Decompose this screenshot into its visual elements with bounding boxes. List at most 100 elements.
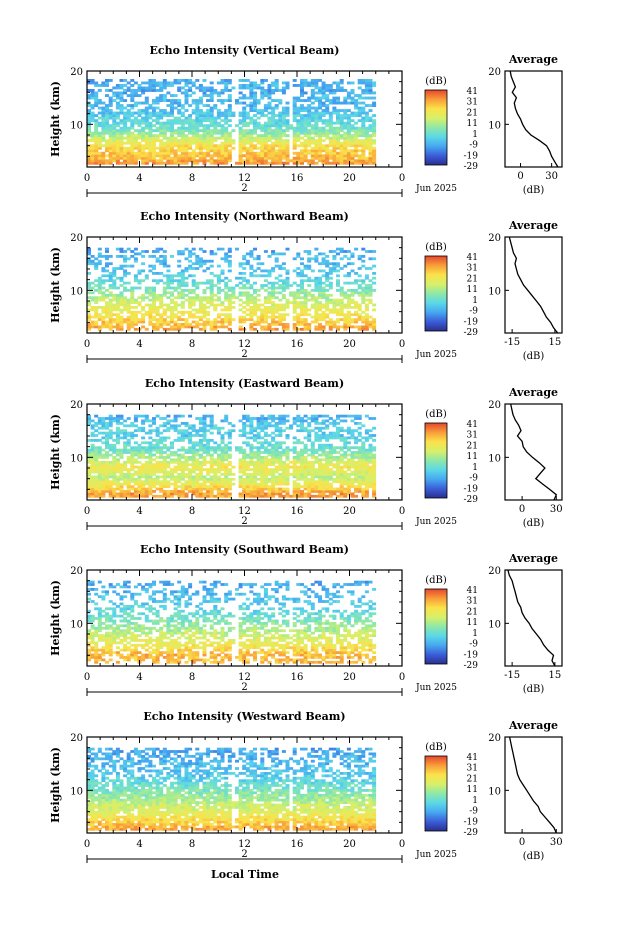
heatmap-cell xyxy=(224,318,229,321)
heatmap-cell xyxy=(115,124,120,128)
heatmap-cell xyxy=(314,134,319,138)
heatmap-cell xyxy=(130,291,135,295)
heatmap-cell xyxy=(155,81,160,85)
heatmap-cell xyxy=(209,298,214,302)
colorbar-tick-label: 1 xyxy=(472,296,478,306)
heatmap-cell xyxy=(242,131,247,135)
heatmap-cell xyxy=(130,431,135,435)
heatmap-cell xyxy=(267,293,272,297)
heatmap-cell xyxy=(346,303,351,307)
heatmap-cell xyxy=(101,279,106,283)
heatmap-cell xyxy=(112,446,117,450)
heatmap-cell xyxy=(191,109,196,112)
heatmap-cell xyxy=(133,141,138,145)
heatmap-cell xyxy=(253,161,257,165)
heatmap-cell xyxy=(97,124,102,128)
heatmap-cell xyxy=(101,81,106,85)
heatmap-cell xyxy=(144,276,149,280)
heatmap-cell xyxy=(278,313,283,317)
heatmap-cell xyxy=(152,318,156,321)
heatmap-cell xyxy=(170,293,174,297)
heatmap-cell xyxy=(296,139,301,143)
heatmap-cell xyxy=(173,159,178,163)
heatmap-cell xyxy=(166,111,171,115)
heatmap-cell xyxy=(115,104,120,107)
heatmap-cell xyxy=(94,134,99,138)
heatmap-cell xyxy=(231,286,236,290)
heatmap-cell xyxy=(256,318,261,321)
heatmap-cell xyxy=(238,144,243,148)
heatmap-cell xyxy=(325,129,330,133)
heatmap-cell xyxy=(267,308,272,312)
heatmap-cell xyxy=(339,291,344,295)
heatmap-cell xyxy=(144,289,149,292)
heatmap-cell xyxy=(224,296,229,300)
heatmap-cell xyxy=(372,159,377,163)
heatmap-cell xyxy=(300,136,304,140)
heatmap-cell xyxy=(238,136,243,140)
heatmap-cell xyxy=(220,456,225,459)
heatmap-cell xyxy=(87,327,91,331)
heatmap-cell xyxy=(220,460,225,464)
heatmap-cell xyxy=(339,154,344,158)
heatmap-cell xyxy=(177,327,182,331)
heatmap-cell xyxy=(209,106,214,110)
heatmap-cell xyxy=(245,296,250,300)
heatmap-cell xyxy=(87,116,91,120)
heatmap-cell xyxy=(372,272,377,275)
heatmap-cell xyxy=(314,99,319,102)
heatmap-cell xyxy=(263,477,268,481)
heatmap-cell xyxy=(274,114,279,117)
heatmap-cell xyxy=(300,279,304,283)
heatmap-cell xyxy=(112,306,117,309)
heatmap-cell xyxy=(300,274,304,278)
heatmap-cell xyxy=(195,146,200,150)
heatmap-cell xyxy=(141,456,146,459)
heatmap-cell xyxy=(184,485,189,488)
heatmap-cell xyxy=(119,139,124,143)
heatmap-cell xyxy=(159,149,164,153)
heatmap-cell xyxy=(260,485,265,488)
heatmap-cell xyxy=(224,141,229,145)
heatmap-cell xyxy=(332,323,337,326)
heatmap-cell xyxy=(202,313,207,317)
heatmap-cell xyxy=(180,473,185,476)
heatmap-cell xyxy=(343,141,348,145)
heatmap-cell xyxy=(300,296,304,300)
heatmap-cell xyxy=(310,101,315,105)
heatmap-cell xyxy=(256,308,261,312)
heatmap-cell xyxy=(202,494,207,498)
heatmap-cell xyxy=(343,89,348,92)
heatmap-cell xyxy=(162,286,167,290)
heatmap-cell xyxy=(173,477,178,481)
heatmap-cell xyxy=(130,313,135,317)
heatmap-cell xyxy=(90,470,95,474)
heatmap-cell xyxy=(112,284,117,287)
heatmap-cell xyxy=(278,144,283,148)
heatmap-cell xyxy=(202,144,207,148)
heatmap-cell xyxy=(256,121,261,125)
heatmap-cell xyxy=(303,446,308,450)
heatmap-cell xyxy=(148,313,153,317)
heatmap-cell xyxy=(155,146,160,150)
heatmap-cell xyxy=(162,136,167,140)
heatmap-cell xyxy=(191,247,196,251)
heatmap-cell xyxy=(350,91,355,95)
heatmap-cell xyxy=(130,318,135,321)
heatmap-cell xyxy=(202,306,207,309)
heatmap-cell xyxy=(180,161,185,165)
heatmap-cell xyxy=(292,460,297,464)
heatmap-cell xyxy=(310,293,315,297)
heatmap-cell xyxy=(260,480,265,484)
heatmap-cell xyxy=(97,306,102,309)
heatmap-cell xyxy=(170,291,174,295)
heatmap-cell xyxy=(202,414,207,418)
heatmap-cell xyxy=(224,134,229,138)
heatmap-cell xyxy=(162,154,167,158)
heatmap-cell xyxy=(209,124,214,128)
heatmap-cell xyxy=(195,298,200,302)
heatmap-cell xyxy=(159,89,164,92)
heatmap-cell xyxy=(292,325,297,329)
heatmap-cell xyxy=(256,161,261,165)
x-tick-label: 0 xyxy=(399,339,405,350)
